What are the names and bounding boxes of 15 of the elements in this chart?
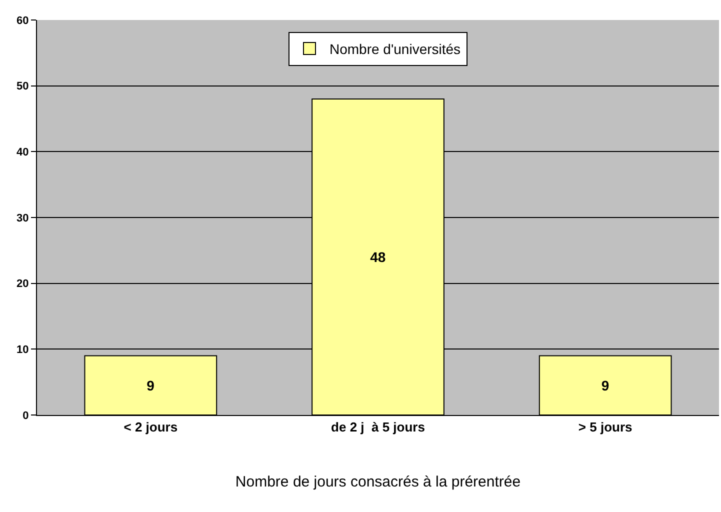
y-tick-label: 30	[16, 212, 29, 224]
x-tick-label: de 2 j à 5 jours	[331, 420, 425, 435]
y-tick-label: 60	[16, 14, 29, 27]
x-tick-label: > 5 jours	[578, 420, 632, 435]
data-label: 48	[370, 249, 386, 265]
data-label: 9	[146, 377, 155, 394]
y-tick-label: 40	[16, 146, 29, 159]
y-tick-label: 50	[16, 80, 29, 93]
legend-label: Nombre d'universités	[330, 40, 461, 57]
y-tick-label: 10	[16, 344, 29, 356]
data-label: 9	[601, 377, 610, 394]
x-tick-label: < 2 jours	[124, 420, 178, 435]
y-tick-label: 20	[16, 278, 29, 290]
x-axis-title: Nombre de jours consacrés à la prérentrée	[235, 474, 521, 491]
y-tick-label: 0	[22, 410, 29, 422]
